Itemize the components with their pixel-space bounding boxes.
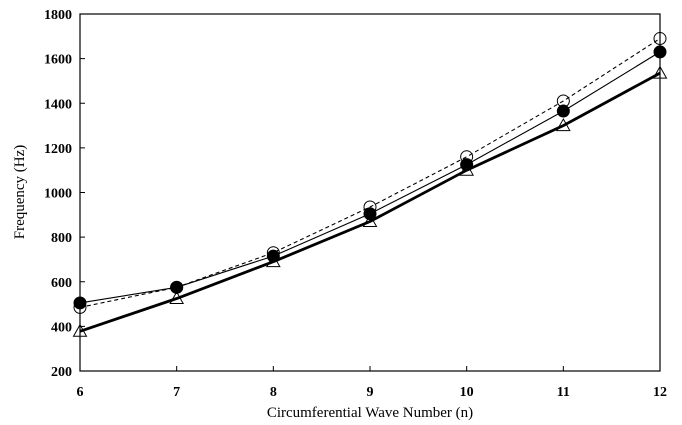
y-tick-label: 1000: [44, 187, 72, 202]
x-tick-label: 7: [173, 385, 180, 400]
y-tick-label: 600: [51, 276, 72, 291]
data-point: [169, 290, 185, 304]
series-2: [73, 45, 667, 310]
x-tick-label: 9: [367, 385, 374, 400]
data-point: [170, 280, 184, 294]
x-tick-label: 12: [653, 385, 667, 400]
x-axis-title: Circumferential Wave Number (n): [267, 405, 473, 421]
plot-area: [79, 13, 661, 372]
series-line: [79, 71, 661, 333]
data-point: [363, 207, 377, 221]
x-tick-label: 6: [77, 385, 84, 400]
series-3: [72, 65, 668, 337]
x-axis: 6 7 8 9 10 11 12: [77, 366, 667, 400]
data-point: [362, 213, 378, 228]
data-point: [555, 118, 571, 132]
data-point: [459, 162, 475, 176]
data-point: [73, 296, 87, 310]
x-tick-label: 8: [270, 385, 277, 400]
series-layer: [72, 32, 668, 337]
y-tick-label: 1400: [44, 97, 72, 112]
y-tick-label: 800: [51, 231, 72, 246]
x-tick-label: 11: [557, 385, 570, 400]
data-point: [653, 32, 667, 46]
y-axis-title: Frequency (Hz): [12, 145, 28, 240]
y-tick-label: 1600: [44, 53, 72, 68]
x-tick-label: 10: [460, 385, 474, 400]
data-point: [265, 254, 281, 268]
data-point: [72, 323, 88, 337]
y-tick-label: 400: [51, 320, 72, 335]
data-point: [556, 104, 570, 118]
data-point: [653, 45, 667, 59]
data-point: [652, 65, 668, 79]
y-tick-label: 1800: [44, 8, 72, 23]
y-axis: 200 400 600 800 1000 1200 1400 1600 1800: [44, 8, 85, 380]
y-tick-label: 1200: [44, 142, 72, 157]
y-tick-label: 200: [51, 365, 72, 380]
